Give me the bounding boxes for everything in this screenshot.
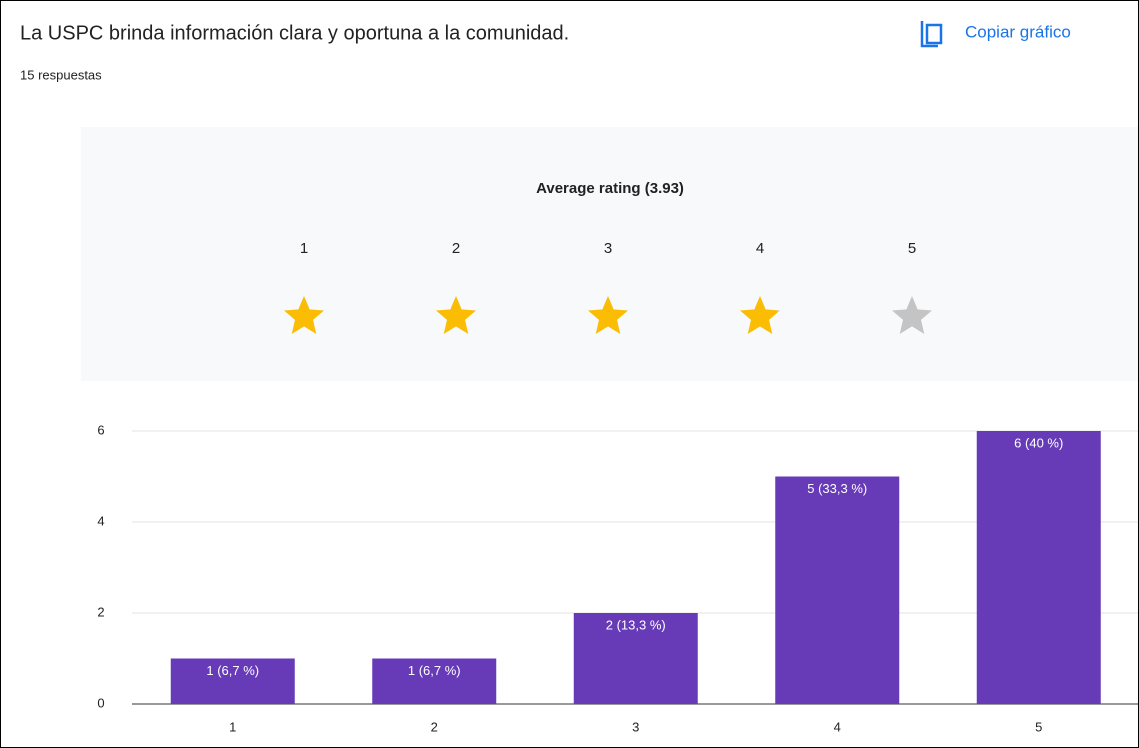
star-label: 1 [300,240,308,257]
x-tick-label: 3 [632,719,639,734]
copy-icon-front [925,23,943,45]
bar-label: 2 (13,3 %) [606,617,666,632]
rating-title: Average rating (3.93) [536,180,684,197]
copy-button[interactable]: Copiar gráfico [965,22,1071,41]
y-tick-label: 6 [97,422,104,437]
bar [573,613,698,704]
star [436,296,476,334]
bar-label: 5 (33,3 %) [807,481,867,496]
star [892,296,932,334]
response-count: 15 respuestas [20,67,102,82]
y-tick-label: 2 [97,604,104,619]
question-title: La USPC brinda información clara y oport… [20,22,569,44]
x-tick-label: 1 [229,719,236,734]
bar-label: 1 (6,7 %) [408,663,461,678]
star-label: 2 [452,240,460,257]
star-label: 5 [908,240,916,257]
bar-label: 6 (40 %) [1014,435,1063,450]
star-label: 3 [604,240,612,257]
bar [372,658,497,704]
star-label: 4 [756,240,764,257]
bar-label: 1 (6,7 %) [206,663,259,678]
star [588,296,628,334]
bar [976,431,1101,704]
y-tick-label: 0 [97,695,104,710]
bar [775,476,900,704]
copy-icon-back [920,21,938,48]
y-tick-label: 4 [97,513,104,528]
star [284,296,324,334]
star [740,296,780,334]
x-tick-label: 4 [834,719,841,734]
copy-icon[interactable] [920,21,943,48]
bar [170,658,295,704]
x-tick-label: 2 [431,719,438,734]
x-tick-label: 5 [1035,719,1042,734]
rating-panel [81,127,1138,381]
